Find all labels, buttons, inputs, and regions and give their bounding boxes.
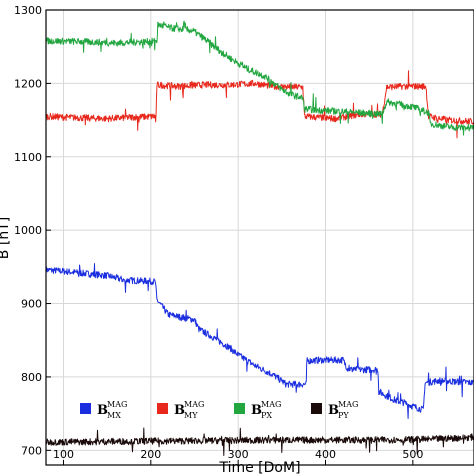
x-tick-label: 400: [315, 448, 336, 461]
plot-frame: [46, 10, 474, 465]
y-tick-label: 1200: [14, 77, 42, 90]
legend-superscript: MAG: [338, 400, 358, 409]
y-tick-label: 1300: [14, 4, 42, 17]
legend-subscript: MY: [184, 411, 198, 420]
legend-swatch: [234, 403, 245, 414]
legend-subscript: PY: [338, 411, 349, 420]
legend-swatch: [157, 403, 168, 414]
legend-superscript: MAG: [261, 400, 281, 409]
legend-swatch: [311, 403, 322, 414]
legend-subscript: PX: [261, 411, 272, 420]
y-tick-label: 1000: [14, 224, 42, 237]
x-tick-label: 100: [53, 448, 74, 461]
y-tick-label: 900: [21, 298, 42, 311]
series-line-mx: [46, 264, 474, 419]
legend-subscript: MX: [107, 411, 121, 420]
y-tick-label: 800: [21, 371, 42, 384]
x-tick-label: 500: [402, 448, 423, 461]
legend: B MAGMX B MAGMY B MAGPX B MAGPY: [80, 400, 358, 420]
grid: [46, 10, 474, 465]
legend-superscript: MAG: [184, 400, 204, 409]
series-lines: [46, 21, 474, 455]
y-axis-label: B [nT]: [0, 217, 12, 259]
y-tick-label: 700: [21, 444, 42, 457]
x-axis-label: Time [DoM]: [218, 460, 300, 474]
axis-ticks: 100 200 300 400 5007008009001000110012001300: [14, 4, 423, 465]
legend-superscript: MAG: [107, 400, 127, 409]
x-tick-label: 200: [140, 448, 161, 461]
legend-swatch: [80, 403, 91, 414]
y-tick-label: 1100: [14, 151, 42, 164]
series-line-my: [46, 71, 474, 138]
